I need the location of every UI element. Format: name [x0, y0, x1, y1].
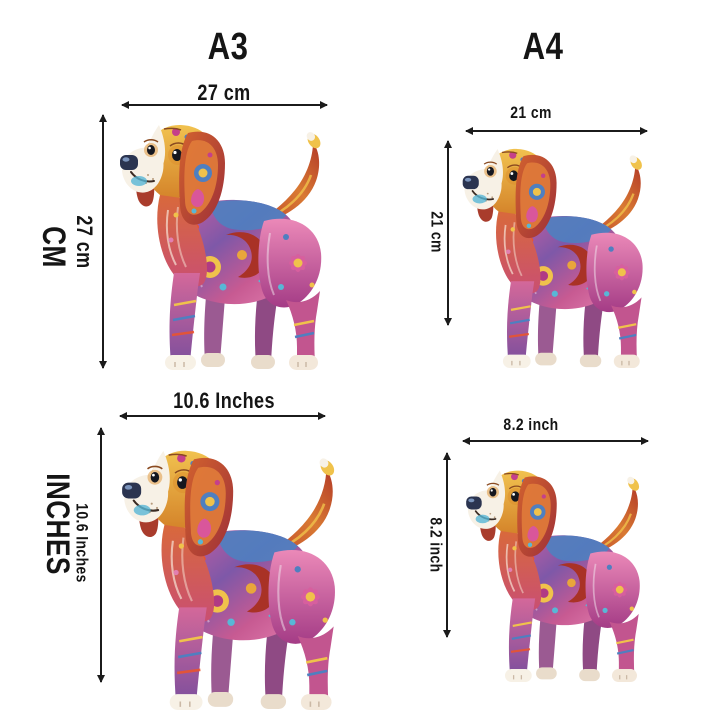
a3-inches-width-arrow	[120, 415, 325, 417]
column-title-a3-text: A3	[207, 26, 249, 68]
beagle-puzzle-image-a3-inches	[120, 433, 358, 710]
row-label-inches-text: INCHES	[40, 473, 76, 575]
a3-cm-width-arrow	[122, 104, 327, 106]
a4-cm-height-arrow	[447, 141, 449, 325]
column-title-a4-text: A4	[522, 26, 564, 68]
column-title-a4: A4	[518, 28, 568, 66]
a3-cm-height-label: 27 cm	[72, 215, 97, 269]
a4-cm-height-label: 21 cm	[427, 211, 447, 253]
a4-inches-width-arrow	[463, 440, 648, 442]
a4-inches-width-label: 8.2 inch	[503, 415, 559, 434]
a3-cm-width-label: 27 cm	[197, 80, 251, 105]
row-label-inches: INCHES	[40, 462, 76, 586]
a3-inches-width-label: 10.6 Inches	[173, 388, 275, 413]
a4-cm-width-arrow	[466, 130, 647, 132]
beagle-puzzle-image-a3-cm	[118, 115, 343, 370]
a3-inches-height-label: 10.6 Inches	[72, 503, 92, 583]
a4-inches-height-label: 8.2 inch	[426, 517, 446, 573]
a3-cm-height-arrow	[102, 115, 104, 368]
a4-inches-height-arrow	[446, 453, 448, 637]
row-label-cm: CM	[36, 222, 72, 273]
row-label-cm-text: CM	[36, 226, 72, 268]
a3-inches-height-arrow	[100, 428, 102, 682]
a4-cm-width-label: 21 cm	[510, 103, 552, 122]
beagle-puzzle-image-a4-inches	[460, 462, 663, 682]
column-title-a3: A3	[203, 28, 253, 66]
beagle-puzzle-image-a4-cm	[460, 140, 663, 368]
